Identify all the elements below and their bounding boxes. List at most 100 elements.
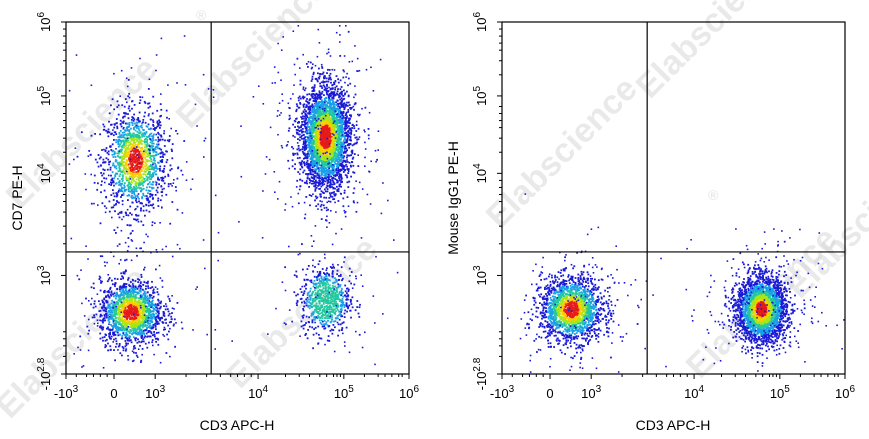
event-dot (157, 343, 160, 346)
event-dot (105, 345, 107, 347)
event-dot (145, 155, 148, 158)
event-dot (146, 346, 149, 349)
event-dot (142, 184, 144, 187)
event-dot (159, 318, 162, 320)
event-dot (214, 329, 217, 331)
event-dot (133, 288, 136, 291)
event-dot (143, 317, 145, 319)
event-dot (139, 162, 142, 165)
event-dot (93, 300, 96, 303)
event-dot (155, 249, 158, 251)
event-dot (110, 335, 113, 338)
event-dot (161, 206, 163, 208)
event-dot (131, 316, 133, 319)
event-dot (149, 156, 152, 159)
event-dot (131, 240, 134, 242)
event-dot (141, 96, 144, 99)
event-dot (74, 147, 77, 149)
event-dot (130, 305, 133, 308)
event-dot (140, 307, 142, 309)
event-dot (122, 272, 125, 275)
event-dot (127, 339, 129, 342)
event-dot (112, 199, 115, 201)
event-dot (150, 147, 152, 149)
event-dot (135, 188, 137, 191)
event-dot (112, 341, 114, 343)
event-dot (133, 147, 135, 150)
event-dot (112, 255, 115, 258)
event-dot (123, 284, 126, 287)
event-dot (121, 288, 124, 291)
event-dot (343, 89, 345, 92)
event-dot (138, 121, 140, 124)
event-dot (105, 306, 107, 309)
event-dot (122, 276, 124, 278)
event-dot (146, 145, 148, 147)
event-dot (150, 315, 153, 318)
event-dot (109, 311, 112, 314)
event-dot (118, 344, 121, 347)
event-dot (131, 313, 134, 316)
event-dot (120, 136, 123, 139)
event-dot (168, 321, 171, 324)
event-dot (130, 318, 133, 321)
event-dot (125, 331, 128, 334)
watermark-registered: ® (196, 7, 207, 23)
event-dot (114, 304, 117, 306)
event-dot (134, 298, 136, 300)
event-dot (144, 143, 147, 146)
event-dot (152, 162, 154, 165)
event-dot (122, 120, 125, 123)
event-dot (149, 152, 151, 155)
event-dot (135, 208, 137, 210)
event-dot (141, 320, 144, 322)
event-dot (140, 301, 143, 304)
event-dot (153, 133, 155, 136)
event-dot (141, 122, 144, 125)
event-dot (171, 312, 173, 314)
event-dot (75, 54, 78, 56)
event-dot (138, 138, 140, 141)
event-dot (156, 309, 158, 312)
event-dot (118, 151, 121, 153)
event-dot (148, 186, 151, 188)
event-dot (133, 305, 135, 307)
event-dot (116, 200, 118, 202)
event-dot (121, 157, 124, 160)
event-dot (145, 195, 148, 197)
event-dot (159, 156, 162, 158)
event-dot (111, 325, 114, 327)
event-dot (137, 301, 140, 304)
event-dot (331, 179, 334, 182)
event-dot (119, 173, 122, 176)
event-dot (129, 144, 131, 146)
event-dot (119, 162, 121, 165)
event-dot (305, 173, 307, 175)
event-dot (161, 286, 164, 288)
event-dot (76, 155, 79, 158)
event-dot (112, 320, 115, 322)
event-dot (161, 321, 164, 323)
event-dot (121, 131, 124, 134)
event-dot (101, 174, 104, 177)
event-dot (122, 322, 124, 325)
event-dot (126, 151, 129, 154)
event-dot (161, 151, 164, 154)
event-dot (144, 295, 146, 298)
event-dot (128, 175, 131, 178)
event-dot (147, 197, 149, 200)
event-dot (150, 332, 153, 335)
event-dot (125, 285, 128, 288)
event-dot (137, 172, 140, 175)
event-dot (140, 285, 142, 288)
event-dot (355, 210, 358, 213)
event-dot (128, 181, 131, 184)
event-dot (151, 174, 153, 176)
event-dot (147, 123, 150, 126)
event-dot (133, 122, 136, 125)
event-dot (343, 108, 346, 111)
event-dot (139, 344, 141, 347)
event-dot (130, 281, 132, 283)
event-dot (352, 156, 355, 159)
event-dot (159, 138, 162, 141)
